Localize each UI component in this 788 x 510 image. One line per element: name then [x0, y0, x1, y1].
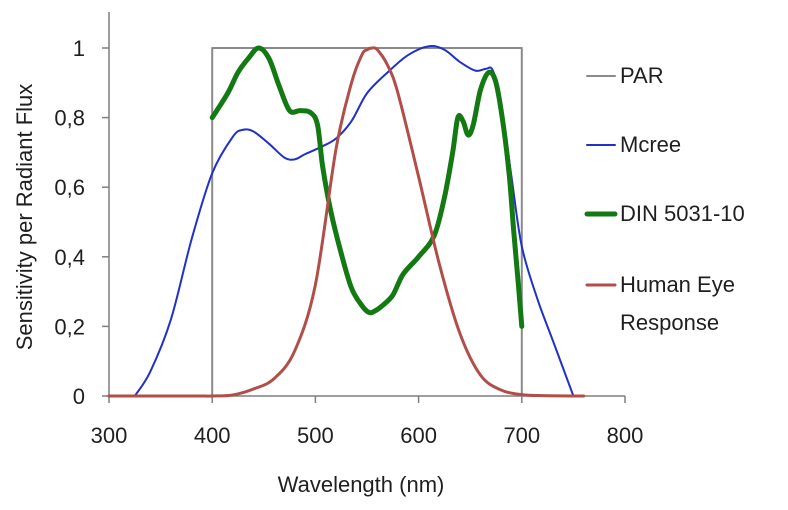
legend-label-human-eye-response: Human Eye Response: [620, 272, 735, 335]
y-tick-label: 0,6: [54, 175, 85, 200]
x-tick-label: 300: [91, 423, 128, 448]
legend-group: PAR Mcree DIN 5031-10 Human Eye Response: [584, 63, 745, 335]
x-tick-label: 700: [503, 423, 540, 448]
x-tick-label: 600: [400, 423, 437, 448]
x-tick-label: 400: [194, 423, 231, 448]
legend-label-line: Mcree: [620, 132, 681, 157]
y-tick-label: 0,2: [54, 314, 85, 339]
legend-label-line: Response: [620, 310, 719, 335]
legend-label-line: Human Eye: [620, 272, 735, 297]
axes-group: 300 400 500 600 700 800 0 0,2 0,4 0,6 0,8 1 Waveleng…: [12, 12, 643, 497]
legend-label-line: DIN 5031-10: [620, 201, 745, 226]
y-tick-label: 0,8: [54, 106, 85, 131]
legend-label-mcree: Mcree: [620, 132, 681, 157]
x-tick-label: 800: [607, 423, 644, 448]
legend-label-par: PAR: [620, 63, 664, 88]
series-group: [107, 45, 586, 398]
y-tick-label: 1: [73, 36, 85, 61]
legend-label-line: PAR: [620, 63, 664, 88]
series-line-din-5031-10: [209, 45, 525, 329]
series-line-human-eye-response: [107, 46, 586, 398]
x-axis-label: Wavelength (nm): [278, 472, 445, 497]
y-axis-label: Sensitivity per Radiant Flux: [12, 84, 37, 351]
y-tick-label: 0: [73, 384, 85, 409]
series-line-par: [211, 47, 523, 397]
y-tick-label: 0,4: [54, 245, 85, 270]
legend-label-din-5031-10: DIN 5031-10: [620, 201, 745, 226]
series-line-mcree: [133, 45, 575, 397]
x-tick-label: 500: [297, 423, 334, 448]
